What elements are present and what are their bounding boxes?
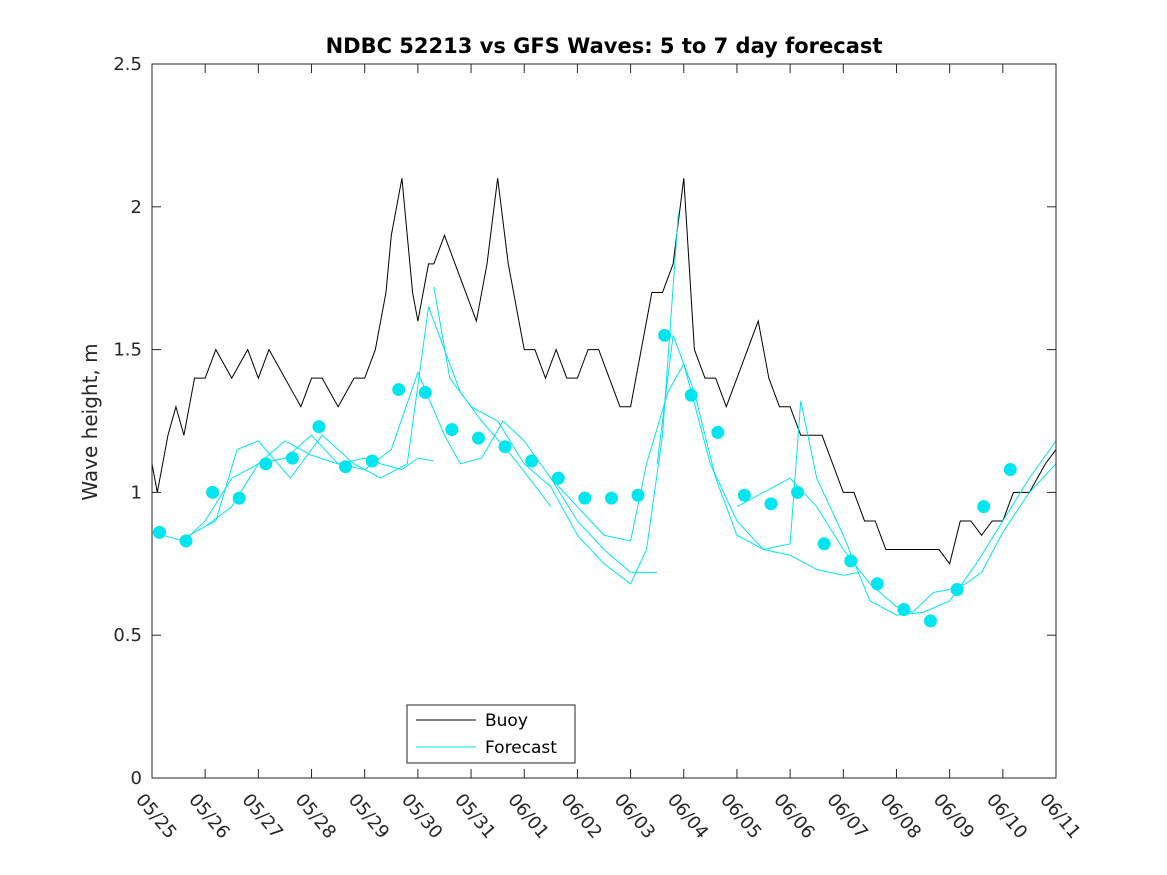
axes-frame (151, 63, 1057, 779)
y-tick-label: 1.5 (113, 340, 142, 361)
forecast-point-14 (498, 440, 512, 454)
y-tick-label: 0.5 (113, 625, 142, 646)
forecast-point-26 (817, 537, 831, 551)
forecast-point-6 (285, 451, 299, 465)
forecast-point-21 (684, 388, 698, 402)
forecast-point-30 (924, 614, 938, 628)
forecast-point-4 (232, 491, 246, 505)
forecast-point-3 (206, 485, 220, 499)
forecast-point-10 (392, 383, 406, 397)
plot-area (151, 178, 1057, 628)
forecast-point-17 (578, 491, 592, 505)
forecast-point-29 (897, 602, 911, 616)
legend-box (406, 704, 576, 764)
forecast-point-32 (977, 500, 991, 514)
legend-buoy-label: Buoy (485, 711, 528, 731)
buoy-series-line (151, 178, 1057, 565)
forecast-point-11 (418, 385, 432, 399)
forecast-point-28 (870, 577, 884, 591)
forecast-point-13 (472, 431, 486, 445)
forecast-point-8 (339, 460, 353, 474)
legend: Buoy Forecast (406, 704, 576, 764)
forecast-point-18 (604, 491, 618, 505)
forecast-point-5 (259, 457, 273, 471)
forecast-point-25 (791, 485, 805, 499)
y-tick-label: 0 (131, 768, 142, 789)
legend-forecast-label: Forecast (485, 738, 557, 758)
forecast-point-15 (525, 454, 539, 468)
forecast-point-20 (658, 328, 672, 342)
forecast-run-line-3 (204, 371, 658, 573)
forecast-point-31 (950, 583, 964, 597)
chart-title: NDBC 52213 vs GFS Waves: 5 to 7 day fore… (326, 34, 883, 58)
forecast-point-19 (631, 488, 645, 502)
y-tick-label: 1 (131, 482, 142, 503)
forecast-point-24 (764, 497, 778, 511)
forecast-point-27 (844, 554, 858, 568)
forecast-run-line-2 (183, 306, 552, 539)
forecast-point-7 (312, 420, 326, 434)
forecast-run-line-1 (151, 440, 434, 542)
forecast-point-33 (1003, 463, 1017, 477)
forecast-point-12 (445, 423, 459, 437)
y-axis-label: Wave height, m (78, 343, 102, 500)
y-tick-label: 2.5 (113, 54, 142, 75)
y-tick-label: 2 (131, 197, 142, 218)
forecast-run-line-5 (550, 362, 860, 576)
forecast-run-line-4 (433, 212, 679, 585)
forecast-point-16 (551, 471, 565, 485)
forecast-point-2 (179, 534, 193, 548)
forecast-point-1 (152, 525, 166, 539)
forecast-point-22 (711, 425, 725, 439)
forecast-point-9 (365, 454, 379, 468)
forecast-point-23 (737, 488, 751, 502)
forecast-run-line-6 (656, 335, 1057, 616)
